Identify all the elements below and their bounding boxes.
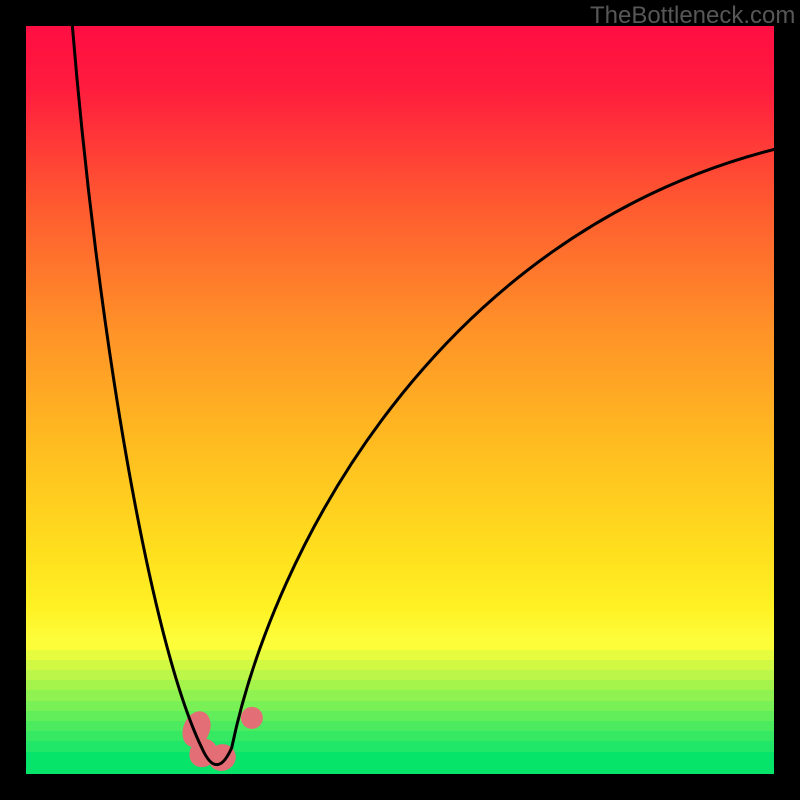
chart-root: TheBottleneck.com <box>0 0 800 800</box>
bottleneck-curve <box>72 26 774 765</box>
data-marker <box>241 707 262 728</box>
watermark-text: TheBottleneck.com <box>590 2 795 30</box>
curve-layer <box>26 26 774 774</box>
plot-area <box>26 26 774 774</box>
